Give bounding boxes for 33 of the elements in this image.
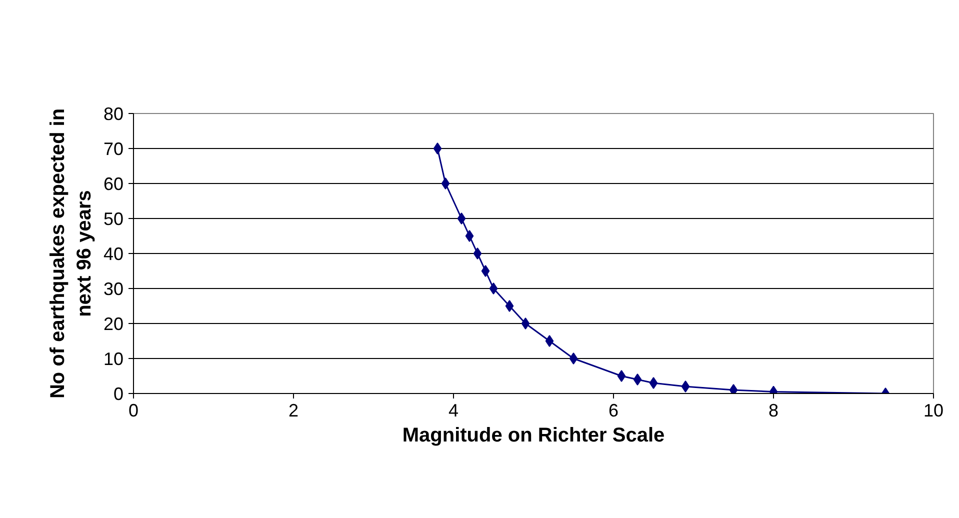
y-tick-label: 20: [103, 314, 124, 334]
point: [569, 352, 578, 364]
y-axis-title: No of earthquakes expected in next 96 years: [47, 108, 96, 399]
y-tick-label: 60: [103, 174, 124, 194]
x-tick-label: 4: [448, 400, 459, 420]
y-tick-label: 70: [103, 139, 124, 159]
x-tick-label: 2: [288, 400, 299, 420]
x-tick-label: 6: [608, 400, 619, 420]
point: [457, 212, 466, 224]
point: [473, 248, 482, 260]
point: [729, 384, 738, 394]
point: [489, 282, 498, 294]
point: [433, 142, 442, 154]
point: [505, 300, 514, 312]
y-tick-label: 50: [103, 209, 124, 229]
point: [465, 230, 474, 242]
point: [633, 374, 642, 386]
point: [481, 265, 490, 277]
y-tick-label: 10: [103, 349, 124, 369]
point: [545, 335, 554, 347]
point: [649, 377, 658, 389]
y-tick-label: 30: [103, 279, 124, 299]
point: [441, 178, 450, 190]
x-axis-title: Magnitude on Richter Scale: [402, 424, 665, 446]
point: [617, 370, 626, 382]
x-tick-label: 10: [923, 400, 944, 420]
point: [521, 318, 530, 330]
x-tick-label: 0: [128, 400, 139, 420]
point: [681, 380, 690, 392]
y-tick-label: 40: [103, 244, 124, 264]
x-tick-label: 8: [768, 400, 779, 420]
y-tick-label: 80: [103, 104, 124, 124]
y-tick-label: 0: [113, 384, 124, 404]
